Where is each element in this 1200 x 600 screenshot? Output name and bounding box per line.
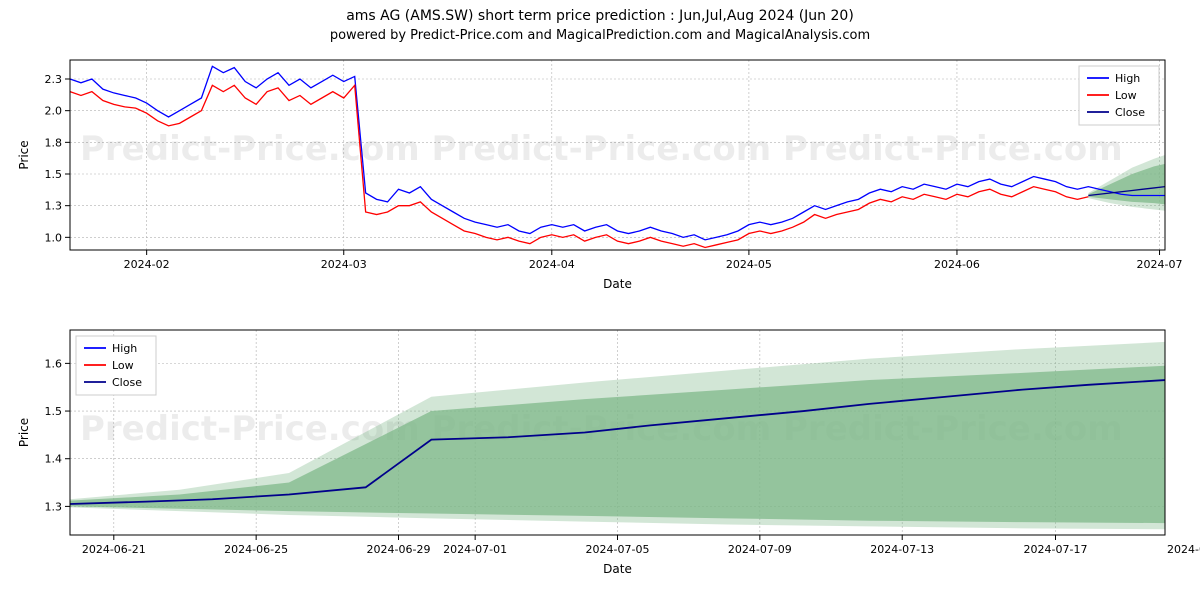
xtick-label: 2024-05 — [726, 258, 772, 271]
xtick-label: 2024-06-21 — [82, 543, 146, 556]
legend-label: High — [1115, 72, 1140, 85]
xtick-label: 2024-07-17 — [1024, 543, 1088, 556]
xtick-label: 2024-06 — [934, 258, 980, 271]
ytick-label: 1.3 — [45, 200, 63, 213]
xlabel: Date — [603, 562, 632, 576]
ytick-label: 1.5 — [45, 168, 63, 181]
xtick-label: 2024-04 — [529, 258, 575, 271]
xtick-label: 2024-07-21 — [1167, 543, 1200, 556]
xtick-label: 2024-06-25 — [224, 543, 288, 556]
legend-label: Low — [112, 359, 134, 372]
ytick-label: 2.0 — [45, 105, 63, 118]
ytick-label: 1.3 — [45, 500, 63, 513]
watermark: Predict-Price.com Predict-Price.com Pred… — [80, 129, 1123, 169]
figure-subtitle: powered by Predict-Price.com and Magical… — [0, 24, 1200, 43]
figure-container: ams AG (AMS.SW) short term price predict… — [0, 0, 1200, 600]
chart-top-svg: 1.0 1.3 1.5 1.8 2.0 2.3 2024-02 2024-03 2024-04 2… — [0, 50, 1200, 300]
ytick-label: 1.4 — [45, 453, 63, 466]
xtick-label: 2024-07-13 — [870, 543, 934, 556]
chart-bottom-svg: 1.3 1.4 1.5 1.6 2024-06-21 2024-06-25 2024-06-… — [0, 320, 1200, 590]
xtick-label: 2024-02 — [124, 258, 170, 271]
xtick-label: 2024-06-29 — [367, 543, 431, 556]
chart-top: 1.0 1.3 1.5 1.8 2.0 2.3 2024-02 2024-03 2024-04 2… — [0, 50, 1200, 300]
xtick-label: 2024-07-01 — [443, 543, 507, 556]
chart-bottom: 1.3 1.4 1.5 1.6 2024-06-21 2024-06-25 2024-06-… — [0, 320, 1200, 590]
legend-label: Close — [112, 376, 142, 389]
xlabel: Date — [603, 277, 632, 291]
ytick-label: 1.5 — [45, 405, 63, 418]
ytick-label: 1.8 — [45, 136, 63, 149]
figure-title: ams AG (AMS.SW) short term price predict… — [0, 0, 1200, 24]
xtick-label: 2024-03 — [321, 258, 367, 271]
xtick-label: 2024-07 — [1137, 258, 1183, 271]
ytick-label: 1.0 — [45, 231, 63, 244]
legend-label: High — [112, 342, 137, 355]
ytick-label: 1.6 — [45, 357, 63, 370]
ylabel: Price — [17, 418, 31, 447]
legend-label: Close — [1115, 106, 1145, 119]
legend-label: Low — [1115, 89, 1137, 102]
ylabel: Price — [17, 140, 31, 169]
xtick-label: 2024-07-05 — [586, 543, 650, 556]
ytick-label: 2.3 — [45, 73, 63, 86]
xtick-label: 2024-07-09 — [728, 543, 792, 556]
